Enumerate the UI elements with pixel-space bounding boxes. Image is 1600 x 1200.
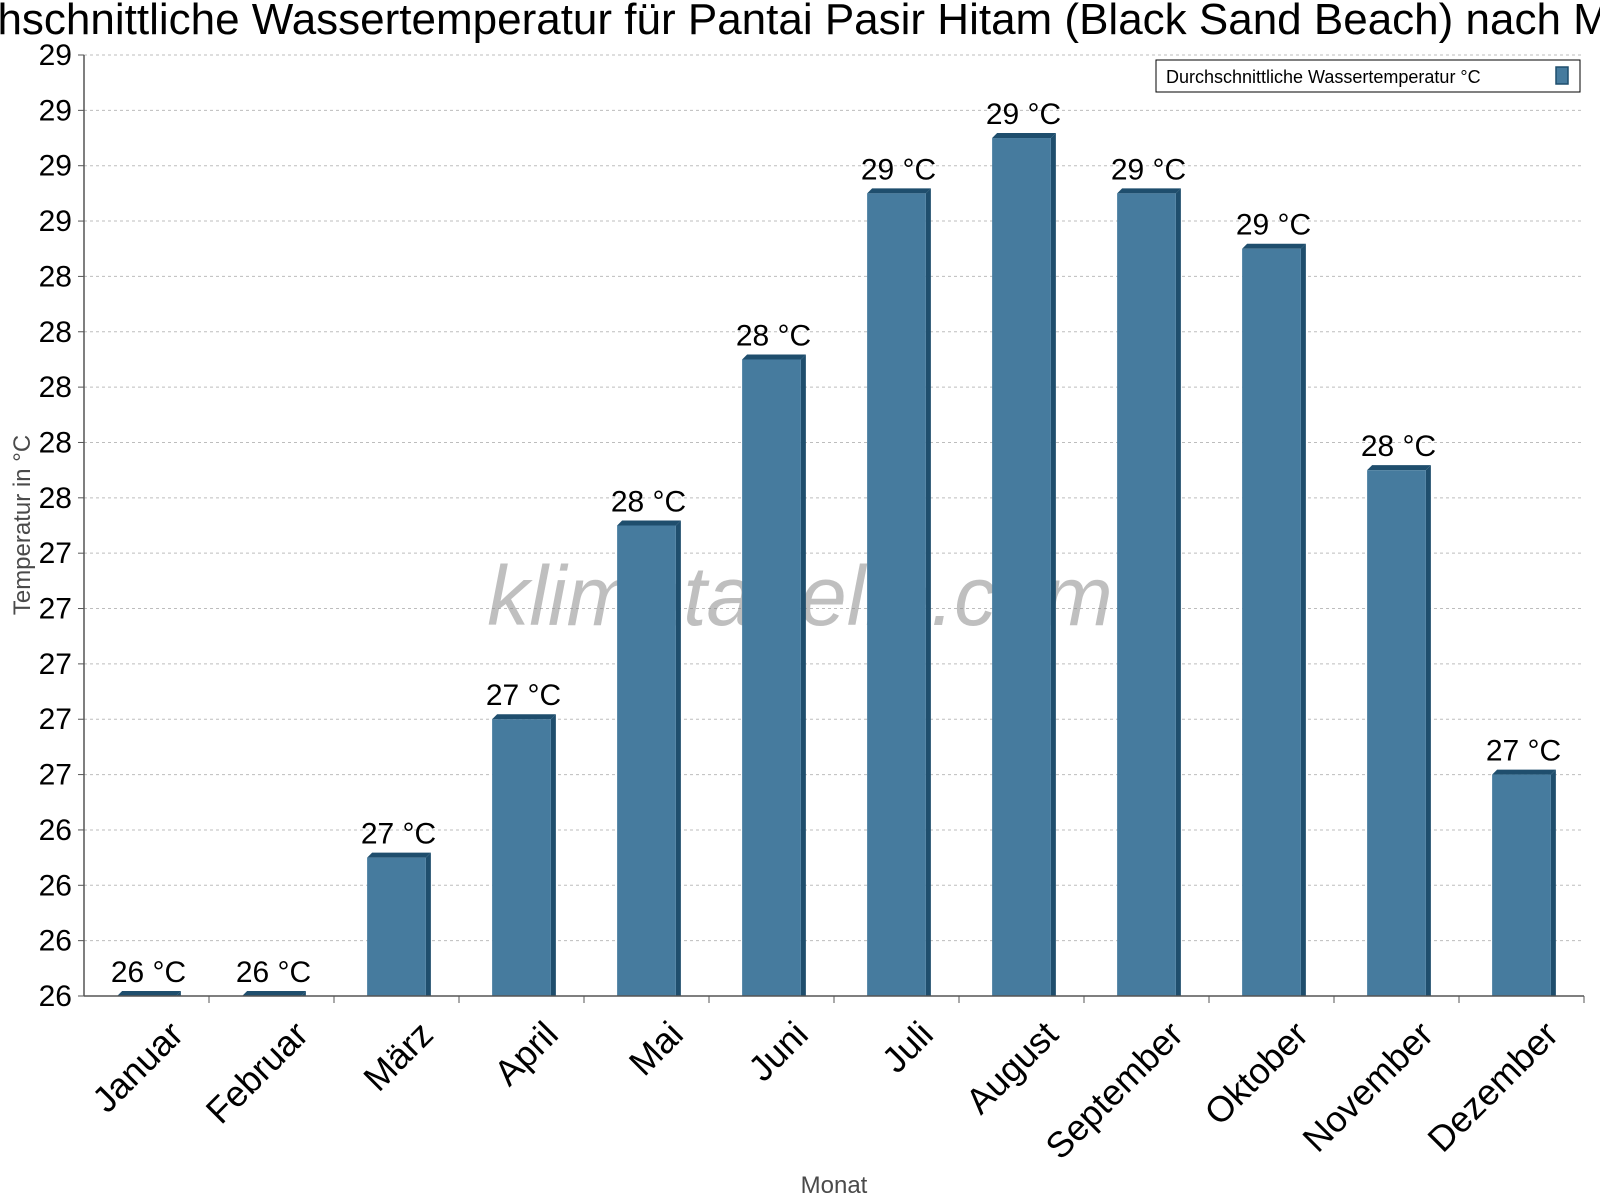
legend-swatch [1555,66,1569,85]
data-label: 28 °C [1361,430,1436,463]
bar-top [242,991,306,996]
bar-top [1117,188,1181,194]
y-tick-label: 27 [39,648,72,681]
bar [617,525,676,996]
bar-side [1050,133,1056,996]
x-tick-label: November [1294,1013,1440,1159]
bar [992,138,1051,996]
legend-label: Durchschnittliche Wassertemperatur °C [1166,67,1481,87]
bar-top [492,714,556,720]
x-tick-label: Juni [740,1013,816,1089]
bar [1367,470,1426,996]
y-tick-label: 29 [39,205,72,238]
data-label: 28 °C [611,486,686,519]
bar [1492,774,1551,996]
data-label: 27 °C [1486,735,1561,768]
bar [1242,248,1301,996]
data-label: 29 °C [1111,153,1186,186]
bar-side [1550,769,1556,996]
bar-top [367,852,431,858]
x-tick-label: August [958,1013,1066,1121]
bar-side [925,188,931,997]
bar-top [617,520,681,526]
bar-side [1175,188,1181,997]
data-label: 27 °C [361,818,436,851]
y-tick-label: 28 [39,371,72,404]
y-tick-label: 28 [39,482,72,515]
y-tick-label: 29 [39,39,72,72]
bar-top [1492,769,1556,775]
data-label: 26 °C [236,956,311,989]
bar [1117,193,1176,997]
bar-side [550,714,556,996]
x-tick-label: Dezember [1419,1013,1565,1159]
x-tick-label: Mai [621,1013,691,1083]
data-label: 28 °C [736,319,811,352]
bar-top [742,354,806,360]
x-tick-label: Oktober [1196,1013,1316,1133]
bar [742,359,801,996]
data-label: 29 °C [1236,209,1311,242]
bar-top [1242,243,1306,249]
y-axis-ticks: 26 26 26 26 27 27 27 27 27 28 28 28 28 28 29 29 29 29 [39,39,84,1013]
y-tick-label: 28 [39,426,72,459]
chart-title: Durchschnittliche Wassertemperatur für P… [0,0,1600,44]
legend-box [1155,59,1581,93]
y-tick-label: 26 [39,925,72,958]
y-tick-label: 27 [39,703,72,736]
bar-side [1300,243,1306,996]
x-tick-label: Februar [198,1013,316,1131]
y-tick-label: 27 [39,759,72,792]
y-tick-label: 26 [39,814,72,847]
x-axis-title: Monat [801,1172,868,1199]
bar-side [675,520,681,996]
x-tick-label: April [486,1013,566,1093]
bars: 26 °C 26 °C 27 °C 27 °C 28 °C 28 °C 29 °C 29 °C… [111,98,1561,997]
y-axis-title: Temperatur in °C [9,435,36,615]
y-tick-label: 26 [39,869,72,902]
data-label: 29 °C [861,153,936,186]
bar-top [992,133,1056,139]
x-tick-label: Juli [874,1013,941,1080]
y-tick-label: 27 [39,593,72,626]
bar-side [800,354,806,996]
bar-top [1367,465,1431,471]
bar-top [117,991,181,996]
bar-side [425,852,431,996]
bar [492,719,551,996]
legend: Durchschnittliche Wassertemperatur °C [1155,59,1581,93]
bar [367,857,426,996]
y-tick-label: 29 [39,150,72,183]
y-tick-label: 26 [39,980,72,1013]
x-tick-label: Januar [84,1013,191,1120]
x-tick-label: September [1037,1013,1191,1167]
x-tick-label: März [355,1013,441,1099]
gridlines [84,54,1584,942]
y-tick-label: 27 [39,537,72,570]
data-label: 27 °C [486,679,561,712]
bar [867,193,926,997]
data-label: 29 °C [986,98,1061,131]
bar-side [1425,465,1431,996]
x-axis-ticks: Januar Februar März April Mai Juni Juli AugustS… [84,996,1585,1167]
y-tick-label: 28 [39,316,72,349]
data-label: 26 °C [111,956,186,989]
y-tick-label: 29 [39,94,72,127]
y-tick-label: 28 [39,260,72,293]
bar-top [867,188,931,194]
